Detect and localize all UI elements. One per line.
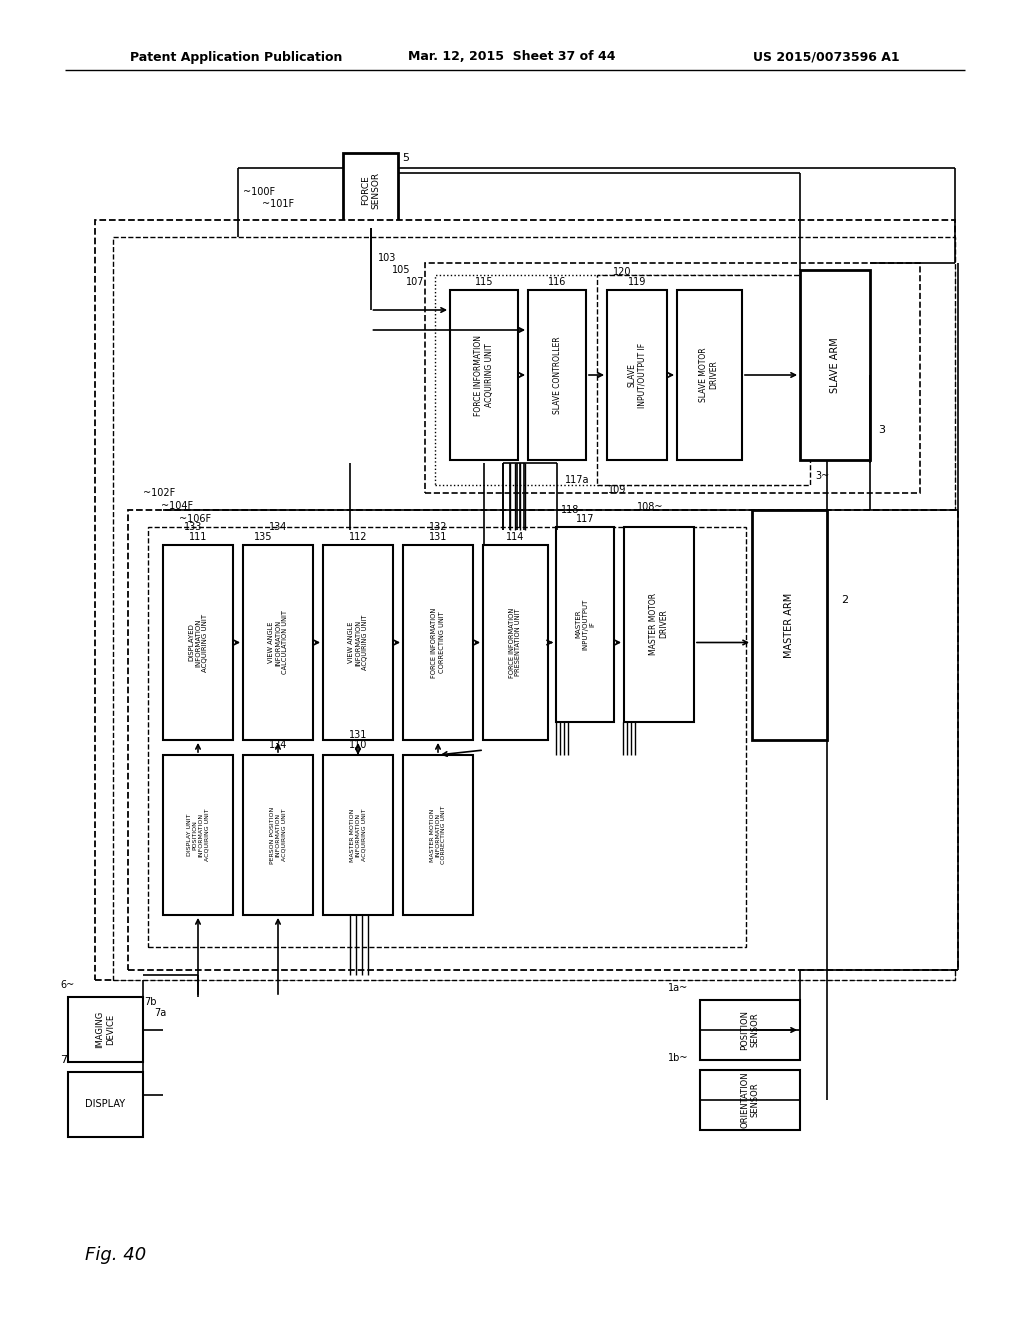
Text: DISPLAY: DISPLAY — [85, 1100, 125, 1109]
Text: 117: 117 — [575, 513, 594, 524]
Bar — [243, 755, 313, 915]
Text: 2: 2 — [842, 595, 849, 605]
Text: PERSON POSITION
INFORMATION
ACQUIRING UNIT: PERSON POSITION INFORMATION ACQUIRING UN… — [269, 807, 287, 863]
Text: SLAVE ARM: SLAVE ARM — [830, 337, 840, 393]
Bar — [607, 290, 667, 459]
Bar — [403, 545, 473, 741]
Text: Patent Application Publication: Patent Application Publication — [130, 50, 342, 63]
Text: 1a~: 1a~ — [668, 983, 688, 993]
Text: 7b: 7b — [143, 997, 157, 1007]
Text: SLAVE MOTOR
DRIVER: SLAVE MOTOR DRIVER — [699, 347, 719, 403]
Text: FORCE INFORMATION
ACQUIRING UNIT: FORCE INFORMATION ACQUIRING UNIT — [474, 334, 494, 416]
Bar — [148, 527, 746, 946]
Text: 134: 134 — [269, 741, 287, 750]
Text: Mar. 12, 2015  Sheet 37 of 44: Mar. 12, 2015 Sheet 37 of 44 — [409, 50, 615, 63]
Text: MASTER MOTION
INFORMATION
CORRECTING UNIT: MASTER MOTION INFORMATION CORRECTING UNI… — [430, 805, 446, 865]
Text: Fig. 40: Fig. 40 — [85, 1246, 146, 1265]
Bar — [68, 997, 143, 1063]
Bar — [677, 290, 742, 459]
Text: 5: 5 — [402, 153, 410, 162]
Bar — [323, 545, 393, 741]
Bar — [752, 510, 827, 741]
Text: 131: 131 — [349, 730, 368, 741]
Text: 116: 116 — [548, 277, 566, 286]
Text: MASTER MOTION
INFORMATION
ACQUIRING UNIT: MASTER MOTION INFORMATION ACQUIRING UNIT — [350, 808, 367, 862]
Bar — [425, 263, 920, 492]
Text: MASTER ARM: MASTER ARM — [784, 593, 794, 657]
Text: DISPLAY UNIT
POSITION
INFORMATION
ACQUIRING UNIT: DISPLAY UNIT POSITION INFORMATION ACQUIR… — [186, 809, 209, 862]
Bar — [323, 755, 393, 915]
Text: 120: 120 — [612, 267, 631, 277]
Text: 118: 118 — [561, 506, 580, 515]
Text: 135: 135 — [254, 532, 272, 543]
Text: SLAVE CONTROLLER: SLAVE CONTROLLER — [553, 337, 561, 413]
Bar — [597, 275, 810, 484]
Text: IMAGING
DEVICE: IMAGING DEVICE — [95, 1010, 115, 1048]
Bar — [800, 271, 870, 459]
Text: 109: 109 — [608, 484, 627, 495]
Bar — [483, 545, 548, 741]
Text: 115: 115 — [475, 277, 494, 286]
Text: US 2015/0073596 A1: US 2015/0073596 A1 — [754, 50, 900, 63]
Bar — [528, 290, 586, 459]
Text: 132: 132 — [429, 521, 447, 532]
Text: MASTER
INPUT/OUTPUT
IF: MASTER INPUT/OUTPUT IF — [575, 598, 595, 649]
Bar — [163, 545, 233, 741]
Text: ~100F: ~100F — [243, 187, 275, 197]
Bar — [403, 755, 473, 915]
Text: ~101F: ~101F — [262, 199, 294, 209]
Text: 131: 131 — [429, 532, 447, 543]
Text: 119: 119 — [628, 277, 646, 286]
Text: 111: 111 — [188, 532, 207, 543]
Bar — [343, 153, 398, 228]
Bar — [95, 220, 955, 979]
Text: 134: 134 — [269, 521, 287, 532]
Text: 7: 7 — [60, 1055, 68, 1065]
Bar — [68, 1072, 143, 1137]
Text: DISPLAYED
INFORMATION
ACQUIRING UNIT: DISPLAYED INFORMATION ACQUIRING UNIT — [188, 614, 208, 672]
Bar — [113, 238, 955, 979]
Text: ~102F: ~102F — [143, 488, 175, 498]
Text: 105: 105 — [392, 265, 411, 275]
Text: 107: 107 — [406, 277, 425, 286]
Text: 112: 112 — [349, 532, 368, 543]
Text: 117a: 117a — [565, 475, 590, 484]
Text: 3~: 3~ — [815, 471, 829, 480]
Text: 114: 114 — [506, 532, 524, 543]
Text: 108~: 108~ — [637, 502, 664, 512]
Bar — [700, 1071, 800, 1130]
Text: 6~: 6~ — [60, 979, 75, 990]
Text: FORCE INFORMATION
CORRECTING UNIT: FORCE INFORMATION CORRECTING UNIT — [431, 607, 444, 677]
Text: SLAVE
INPUT/OUTPUT IF: SLAVE INPUT/OUTPUT IF — [628, 342, 647, 408]
Text: ~104F: ~104F — [161, 502, 194, 511]
Text: 133: 133 — [184, 521, 202, 532]
Text: 7a: 7a — [154, 1008, 166, 1018]
Bar — [624, 527, 694, 722]
Text: 103: 103 — [378, 253, 396, 263]
Text: ORIENTATION
SENSOR: ORIENTATION SENSOR — [740, 1072, 760, 1129]
Bar — [700, 1001, 800, 1060]
Text: FORCE
SENSOR: FORCE SENSOR — [360, 172, 380, 209]
Text: 3: 3 — [879, 425, 886, 436]
Bar — [450, 290, 518, 459]
Text: 1b~: 1b~ — [668, 1053, 688, 1063]
Text: MASTER MOTOR
DRIVER: MASTER MOTOR DRIVER — [649, 593, 669, 655]
Text: 110: 110 — [349, 741, 368, 750]
Bar — [163, 755, 233, 915]
Text: VIEW ANGLE
INFORMATION
ACQUIRING UNIT: VIEW ANGLE INFORMATION ACQUIRING UNIT — [348, 615, 368, 671]
Bar — [128, 510, 958, 970]
Text: FORCE INFORMATION
PRESENTATION UNIT: FORCE INFORMATION PRESENTATION UNIT — [509, 607, 521, 677]
Text: POSITION
SENSOR: POSITION SENSOR — [740, 1010, 760, 1049]
Bar — [243, 545, 313, 741]
Bar — [435, 275, 780, 484]
Text: ~106F: ~106F — [179, 513, 211, 524]
Text: VIEW ANGLE
INFORMATION
CALCULATION UNIT: VIEW ANGLE INFORMATION CALCULATION UNIT — [268, 610, 288, 675]
Bar — [556, 527, 614, 722]
